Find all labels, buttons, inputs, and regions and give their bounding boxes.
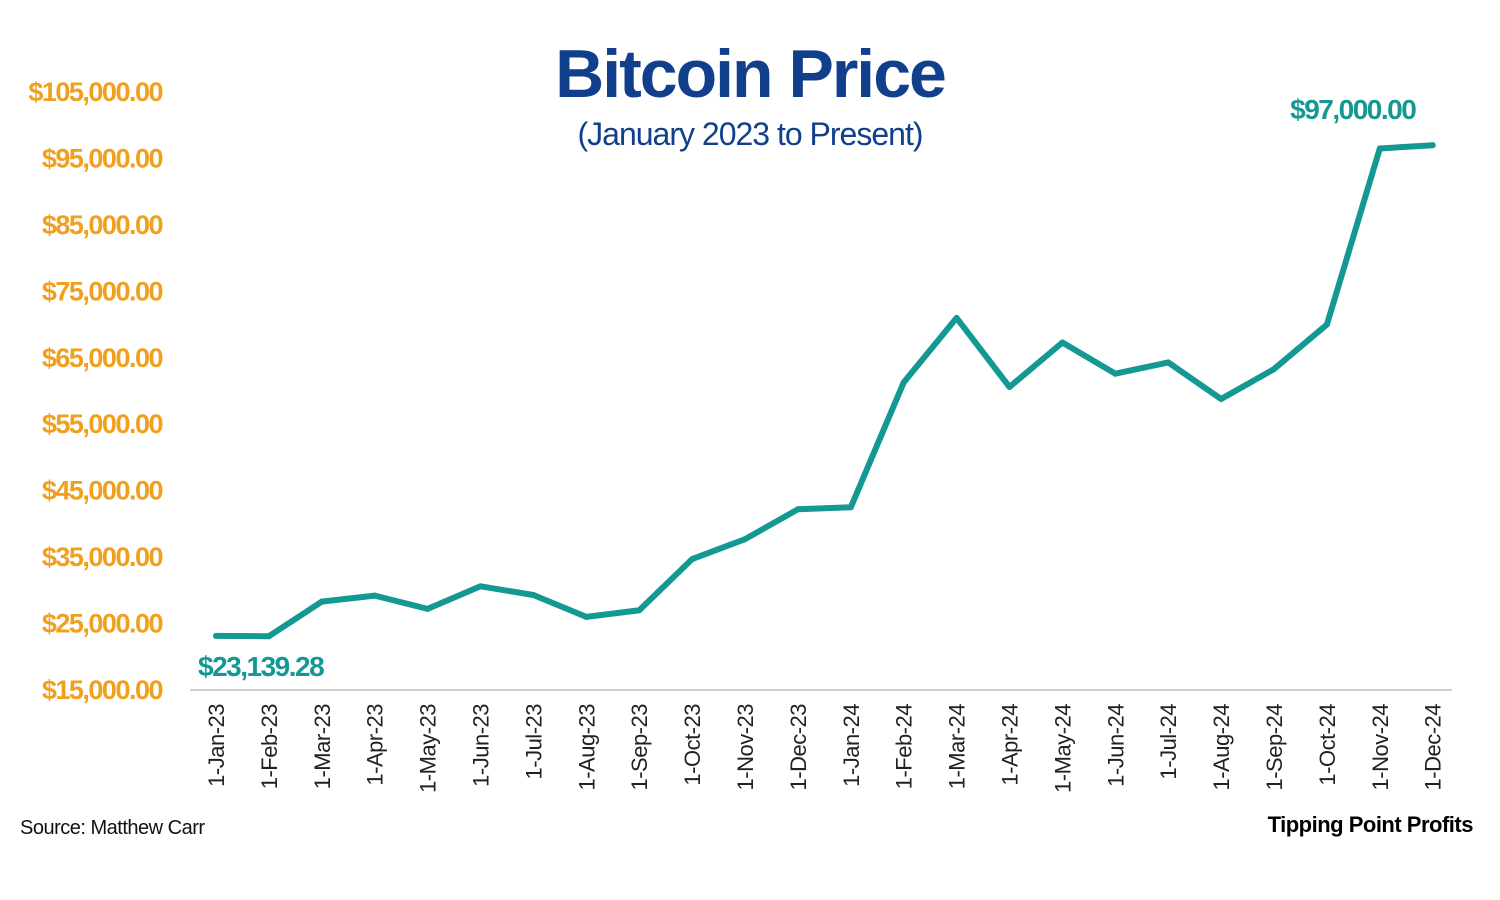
data-label: $97,000.00 [1290,94,1416,125]
data-point [689,556,696,563]
x-tick-label: 1-Jun-24 [1103,704,1128,787]
x-tick-label: 1-Nov-24 [1368,704,1393,791]
data-point [1006,384,1013,391]
data-point [371,592,378,599]
data-point [1429,142,1436,149]
data-point [477,583,484,590]
data-point [900,379,907,386]
y-tick-label: $85,000.00 [42,210,163,240]
x-tick-label: 1-Oct-23 [680,704,705,786]
data-labels: $23,139.28 $97,000.00 [198,94,1418,682]
y-tick-label: $55,000.00 [42,409,163,439]
x-tick-label: 1-Jul-23 [521,704,546,780]
data-point [1376,145,1383,152]
x-tick-label: 1-Mar-23 [310,704,335,790]
chart-subtitle: (January 2023 to Present) [578,116,923,152]
x-tick-label: 1-Aug-24 [1209,704,1234,791]
x-axis-tick-labels: 1-Jan-23 1-Feb-23 1-Mar-23 1-Apr-23 1-May-23… [204,704,1446,793]
data-point [265,633,272,640]
x-tick-label: 1-Apr-24 [998,704,1023,786]
data-point [1112,370,1119,377]
data-point [1218,395,1225,402]
data-label: $23,139.28 [198,651,324,682]
data-point [1323,321,1330,328]
x-tick-label: 1-Apr-23 [363,704,388,786]
data-point [318,598,325,605]
x-tick-label: 1-Dec-24 [1421,704,1446,791]
x-tick-label: 1-Jul-24 [1156,704,1181,780]
x-tick-label: 1-Jun-23 [469,704,494,787]
x-tick-label: 1-Feb-24 [892,704,917,790]
y-tick-label: $105,000.00 [28,77,162,107]
x-tick-label: 1-Oct-24 [1315,704,1340,786]
y-axis-tick-labels: $15,000.00 $25,000.00 $35,000.00 $45,000.00… [28,77,164,705]
y-tick-label: $35,000.00 [42,542,163,572]
brand-name: Tipping Point Profits [1268,812,1474,837]
x-tick-label: 1-Mar-24 [945,704,970,790]
data-point [636,607,643,614]
data-point [1165,359,1172,366]
data-point [213,632,219,639]
data-point [1059,339,1066,346]
series-line [213,142,1436,640]
y-tick-label: $45,000.00 [42,476,163,506]
x-tick-label: 1-Sep-24 [1262,704,1287,791]
x-tick-label: 1-Sep-23 [627,704,652,791]
source-note: Source: Matthew Carr [20,817,205,839]
y-tick-label: $15,000.00 [42,675,163,705]
data-point [794,506,801,513]
y-tick-label: $75,000.00 [42,276,163,306]
x-tick-label: 1-May-24 [1050,704,1075,793]
data-point [1271,366,1277,373]
x-tick-label: 1-Aug-23 [574,704,599,791]
price-series [213,142,1436,640]
data-point [530,591,537,598]
x-tick-label: 1-Nov-23 [733,704,758,791]
x-tick-label: 1-Feb-23 [257,704,282,790]
data-point [847,504,854,511]
x-tick-label: 1-Jan-24 [839,704,864,787]
x-tick-label: 1-Jan-23 [204,704,229,787]
data-point [583,613,590,620]
x-tick-label: 1-May-23 [416,704,441,793]
data-point [742,536,748,543]
y-tick-label: $65,000.00 [42,343,163,373]
data-point [953,314,960,321]
chart-title: Bitcoin Price [555,36,945,112]
x-tick-label: 1-Dec-23 [786,704,811,791]
data-point [424,605,431,612]
y-tick-label: $25,000.00 [42,609,163,639]
y-tick-label: $95,000.00 [42,143,163,173]
